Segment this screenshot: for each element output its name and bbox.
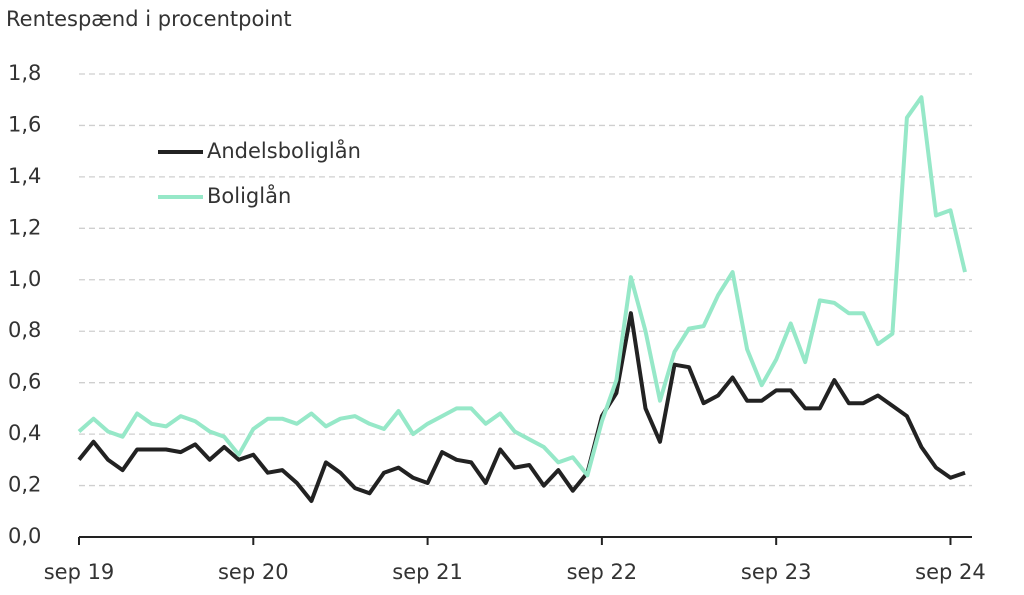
line-series — [77, 311, 966, 503]
x-tick-label: sep 22 — [567, 560, 638, 584]
x-tick-label: sep 23 — [741, 560, 812, 584]
x-tick-label: sep 24 — [915, 560, 986, 584]
y-tick-label: 1,2 — [8, 215, 41, 239]
y-tick-label: 0,4 — [8, 421, 41, 445]
y-tick-label: 0,0 — [8, 524, 41, 548]
legend-label: Andelsboliglån — [207, 138, 361, 163]
y-tick-label: 1,8 — [8, 61, 41, 85]
y-tick-label: 1,6 — [8, 112, 41, 136]
y-tick-label: 0,8 — [8, 318, 41, 342]
y-tick-label: 1,0 — [8, 267, 41, 291]
x-tick-label: sep 21 — [392, 560, 463, 584]
x-tick-label: sep 20 — [218, 560, 289, 584]
line-series — [77, 95, 967, 478]
y-tick-label: 1,4 — [8, 164, 41, 188]
y-tick-label: 0,2 — [8, 473, 41, 497]
chart-title: Rentespænd i procentpoint — [6, 7, 292, 31]
legend-label: Boliglån — [207, 183, 291, 208]
y-tick-label: 0,6 — [8, 370, 41, 394]
x-tick-label: sep 19 — [44, 560, 115, 584]
